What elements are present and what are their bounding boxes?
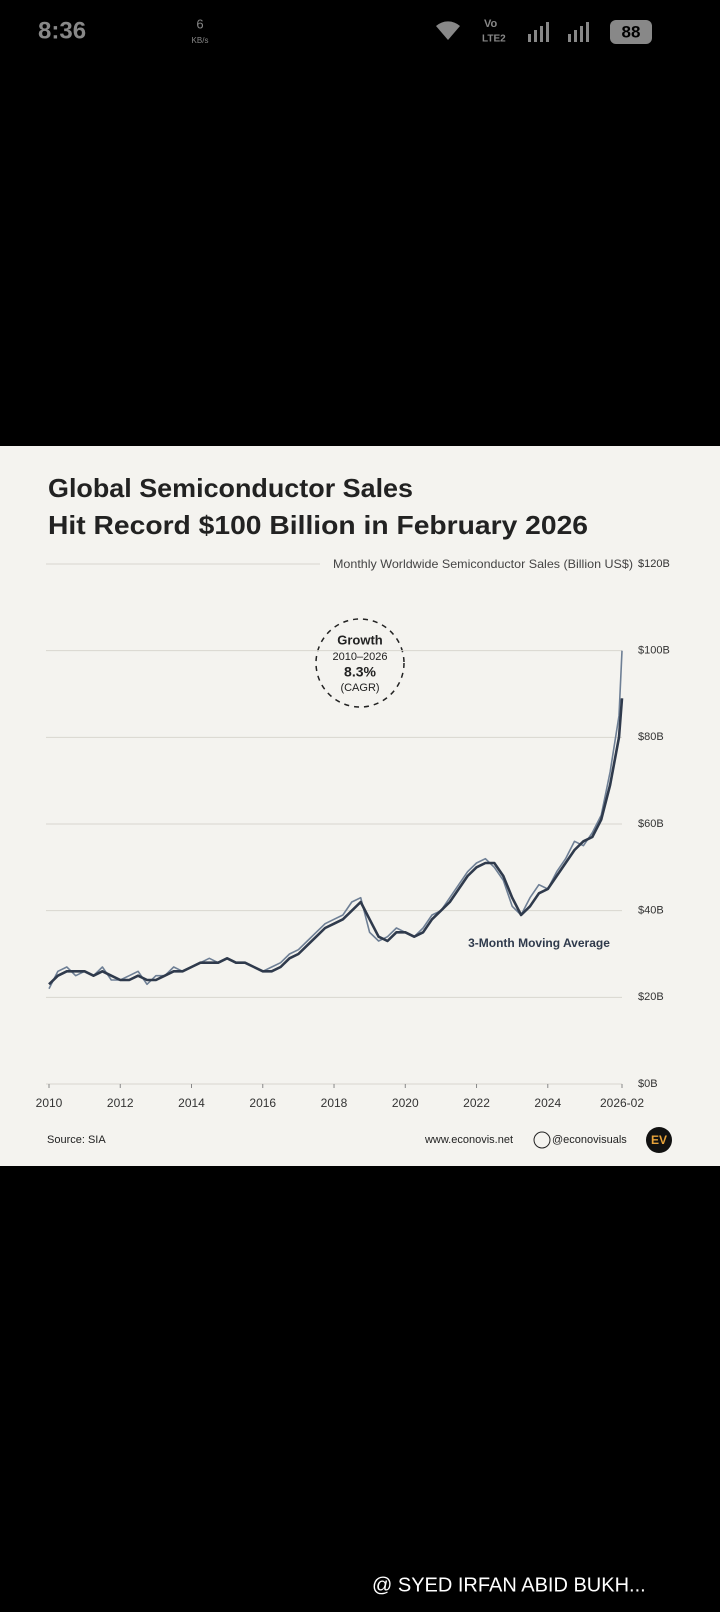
battery-level: 88 xyxy=(622,22,641,41)
y-tick-label: $20B xyxy=(638,991,664,1003)
speed: 6 xyxy=(196,16,203,31)
speed-unit: KB/s xyxy=(192,36,209,45)
watermark: @ SYED IRFAN ABID BUKH... xyxy=(372,1574,646,1596)
battery-icon xyxy=(610,20,652,44)
chart-title-line2: Hit Record $100 Billion in February 2026 xyxy=(48,510,588,540)
wifi-icon xyxy=(436,21,460,40)
x-tick-label: 2010 xyxy=(36,1096,63,1110)
badge-circle xyxy=(315,618,405,708)
logo-circle xyxy=(646,1127,672,1153)
volte: Vo xyxy=(484,18,498,30)
signal-icon xyxy=(528,22,589,42)
x-tick-label: 2024 xyxy=(534,1096,561,1110)
y-tick-label: $80B xyxy=(638,731,664,743)
badge-cagr: (CAGR) xyxy=(340,682,379,694)
badge-period: 2010–2026 xyxy=(332,651,387,663)
x-tick-label: 2018 xyxy=(321,1096,348,1110)
network: LTE2 xyxy=(482,34,506,45)
y-tick-label: $60B xyxy=(638,818,664,830)
growth-badge: Growth 2010–2026 8.3% (CAGR) xyxy=(315,618,405,708)
source: Source: SIA xyxy=(47,1134,106,1146)
clock: 8:36 xyxy=(38,17,86,44)
chart-subtitle: Monthly Worldwide Semiconductor Sales (B… xyxy=(333,557,633,571)
badge-value: 8.3% xyxy=(344,664,376,680)
chart-card xyxy=(0,446,720,1166)
handle: @econovisuals xyxy=(552,1134,627,1146)
badge-label: Growth xyxy=(337,632,383,647)
series-line xyxy=(48,698,624,986)
x-tick-label: 2014 xyxy=(178,1096,205,1110)
x-icon xyxy=(533,1131,551,1149)
y-tick-label: $0B xyxy=(638,1078,658,1090)
x-tick-label: 2016 xyxy=(249,1096,276,1110)
y-tick-label: $120B xyxy=(638,558,670,570)
y-tick-label: $100B xyxy=(638,645,670,657)
x-tick-label: 2012 xyxy=(107,1096,134,1110)
x-tick-label: 2020 xyxy=(392,1096,419,1110)
x-tick-label: 2026-02 xyxy=(600,1096,644,1110)
logo: EV xyxy=(651,1133,667,1147)
website: www.econovis.net xyxy=(424,1134,513,1146)
series-line xyxy=(48,650,623,990)
status-bar: 8:36 6 KB/s Vo LTE2 88 xyxy=(38,16,652,45)
chart-title: Global Semiconductor Sales xyxy=(48,473,413,503)
plot: $0B $20B $40B $60B $80B $100B $120B 2010 2012 201… xyxy=(36,558,670,1110)
y-tick-label: $40B xyxy=(638,905,664,917)
series-label: 3-Month Moving Average xyxy=(468,936,610,950)
x-tick-label: 2022 xyxy=(463,1096,490,1110)
